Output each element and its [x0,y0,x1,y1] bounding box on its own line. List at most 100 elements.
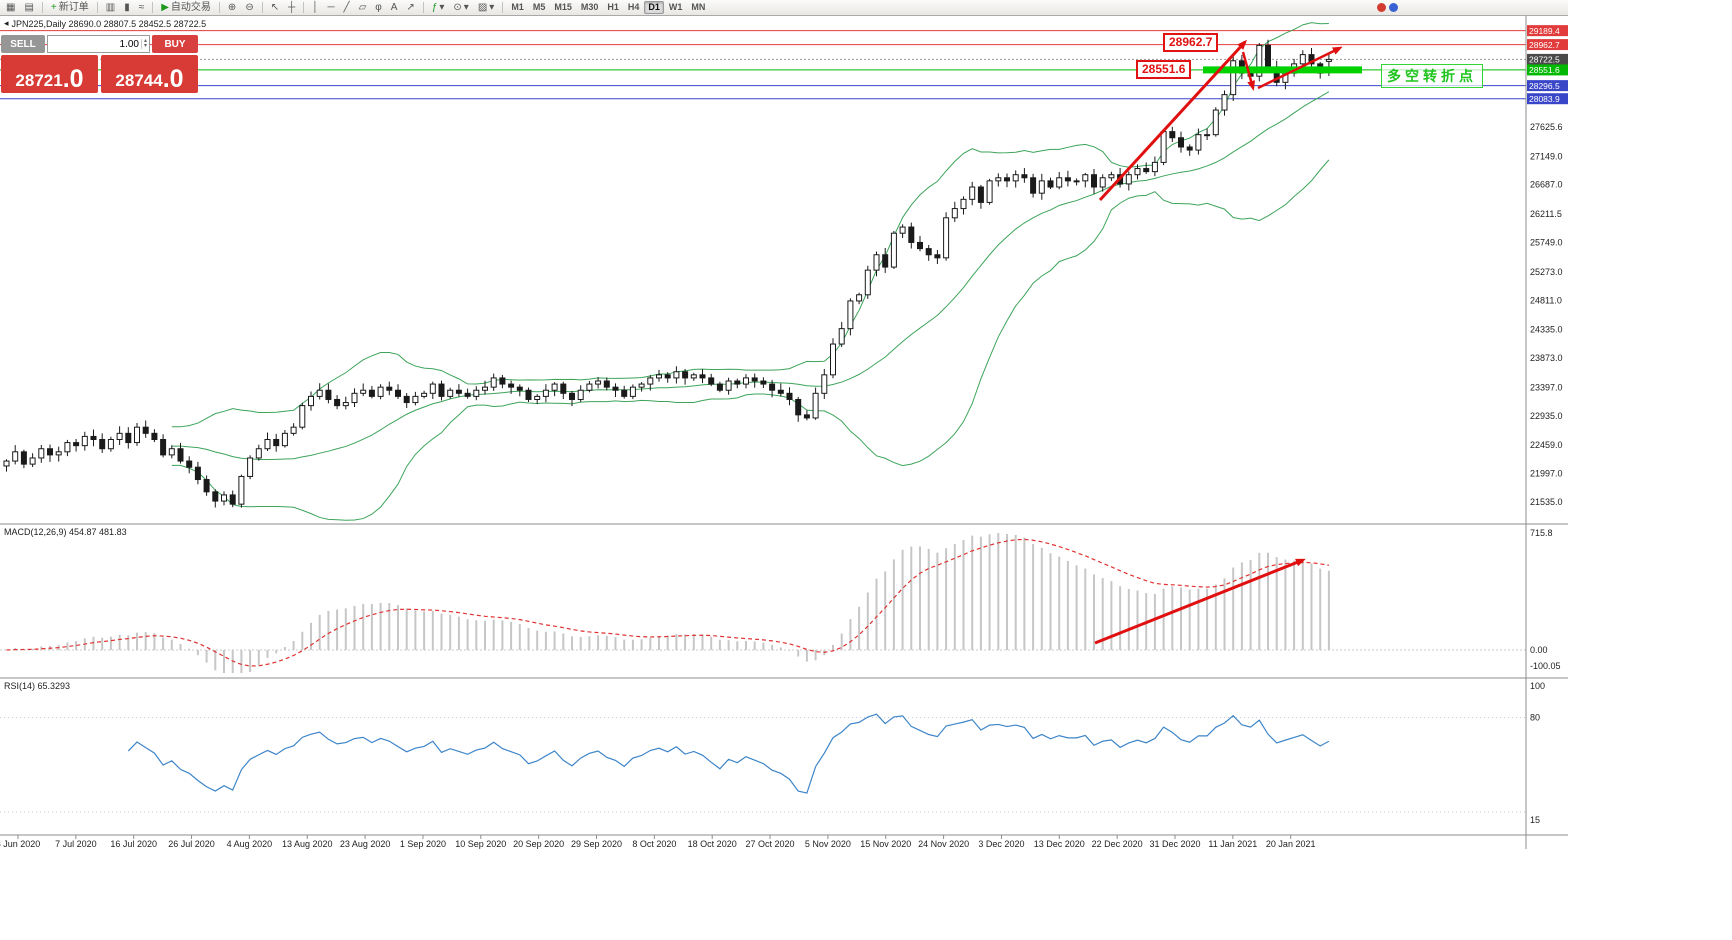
new-order-button[interactable]: + 新订单 [47,1,93,14]
svg-text:15 Nov 2020: 15 Nov 2020 [860,839,911,849]
volume-stepper[interactable]: ▴ ▾ [140,38,149,49]
timeframe-mn[interactable]: MN [687,1,709,14]
timeframe-h1[interactable]: H1 [603,1,623,14]
top-toolbar: ▦ ▤ + 新订单 ▥ ▮ ≈ ▶ 自动交易 ⊕ ⊖ ↖ ┼ │ ─ ╱ ▱ φ… [0,0,1568,16]
svg-text:22935.0: 22935.0 [1530,411,1563,421]
sell-button[interactable]: SELL [1,35,45,53]
periods-button[interactable]: ⊙ ▾ [449,1,472,14]
toolbar-separator [96,2,98,13]
svg-text:3 Dec 2020: 3 Dec 2020 [978,839,1024,849]
svg-text:31 Dec 2020: 31 Dec 2020 [1149,839,1200,849]
svg-text:1 Sep 2020: 1 Sep 2020 [400,839,446,849]
buy-price-button[interactable]: 28744 .0 [101,55,198,93]
fibonacci-button[interactable]: φ [371,1,385,14]
fibonacci-icon: φ [375,1,382,13]
bar-chart-button[interactable]: ▥ [102,1,119,14]
chart-window-button[interactable]: ▦ [2,1,19,14]
svg-text:22 Dec 2020: 22 Dec 2020 [1092,839,1143,849]
svg-text:23 Aug 2020: 23 Aug 2020 [340,839,391,849]
support-price-label[interactable]: 28551.6 [1136,60,1192,79]
svg-text:20 Jan 2021: 20 Jan 2021 [1266,839,1316,849]
crosshair-icon: ┼ [288,1,296,13]
svg-text:22459.0: 22459.0 [1530,440,1563,450]
trendline-button[interactable]: ╱ [340,1,354,14]
svg-text:4 Aug 2020: 4 Aug 2020 [227,839,273,849]
timeframe-h4[interactable]: H4 [624,1,644,14]
volume-input[interactable] [48,38,141,50]
templates-dropdown-icon: ▾ [489,1,495,13]
cursor-icon: ↖ [270,1,280,13]
channel-button[interactable]: ▱ [355,1,371,14]
templates-button[interactable]: ▨ ▾ [474,1,498,14]
bar-chart-icon: ▥ [105,1,116,13]
toolbar-separator [502,2,504,13]
crosshair-button[interactable]: ┼ [284,1,299,14]
autotrading-label: 自动交易 [170,1,211,13]
svg-text:28551.6: 28551.6 [1529,65,1560,75]
text-tool-button[interactable]: A [387,1,402,14]
volume-box: ▴ ▾ [47,35,150,53]
timeframe-m5[interactable]: M5 [529,1,550,14]
timeframe-m30[interactable]: M30 [577,1,603,14]
collapse-icon[interactable]: ◂ [4,18,9,28]
svg-text:13 Aug 2020: 13 Aug 2020 [282,839,333,849]
svg-text:28296.5: 28296.5 [1529,81,1560,91]
price-axis[interactable] [1526,16,1568,850]
cursor-button[interactable]: ↖ [267,1,283,14]
chart-window-icon: ▦ [6,1,16,13]
turning-point-note[interactable]: 多空转折点 [1381,64,1483,88]
svg-text:28962.7: 28962.7 [1529,40,1560,50]
indicators-button[interactable]: ƒ ▾ [428,1,449,14]
sell-price-button[interactable]: 28721 .0 [1,55,98,93]
periods-icon: ⊙ [453,1,462,13]
resistance-price-label[interactable]: 28962.7 [1163,33,1219,52]
buy-price-main: 28744 [115,71,163,90]
vertical-line-button[interactable]: │ [308,1,322,14]
rsi-indicator-label: RSI(14) 65.3293 [4,681,71,691]
svg-text:7 Jul 2020: 7 Jul 2020 [55,839,97,849]
timeframe-m15[interactable]: M15 [550,1,576,14]
volume-down-icon[interactable]: ▾ [143,43,147,49]
horizontal-line-button[interactable]: ─ [323,1,338,14]
svg-text:100: 100 [1530,681,1545,691]
svg-text:24 Nov 2020: 24 Nov 2020 [918,839,969,849]
volume-up-icon[interactable]: ▴ [143,38,147,44]
symbol-ohlc-text: JPN225,Daily 28690.0 28807.5 28452.5 287… [11,18,207,29]
autotrading-button[interactable]: ▶ 自动交易 [157,1,215,14]
profiles-button[interactable]: ▤ [20,1,37,14]
templates-icon: ▨ [477,1,488,13]
svg-text:23873.0: 23873.0 [1530,353,1563,363]
svg-text:23397.0: 23397.0 [1530,382,1563,392]
svg-text:24335.0: 24335.0 [1530,325,1563,335]
arrows-tool-button[interactable]: ↗ [402,1,418,14]
svg-text:21997.0: 21997.0 [1530,469,1563,479]
svg-text:27149.0: 27149.0 [1530,151,1563,161]
svg-text:15: 15 [1530,815,1540,825]
toolbar-separator [261,2,263,13]
timeframe-w1[interactable]: W1 [665,1,687,14]
zoom-in-button[interactable]: ⊕ [224,1,240,14]
buy-button[interactable]: BUY [152,35,198,53]
timeframe-m1[interactable]: M1 [507,1,528,14]
toolbar-separator [152,2,154,13]
one-click-trading-panel: SELL ▴ ▾ BUY 28721 .0 28744 .0 [1,35,198,93]
svg-text:29 Sep 2020: 29 Sep 2020 [571,839,622,849]
svg-text:24811.0: 24811.0 [1530,295,1562,305]
svg-text:28083.9: 28083.9 [1529,94,1560,104]
toolbar-separator [41,2,43,13]
svg-text:26211.5: 26211.5 [1530,209,1562,219]
new-order-plus-icon: + [50,1,57,13]
line-chart-icon: ≈ [138,1,145,13]
svg-text:27 Oct 2020: 27 Oct 2020 [746,839,795,849]
zoom-out-button[interactable]: ⊖ [241,1,257,14]
line-chart-button[interactable]: ≈ [135,1,149,14]
candlestick-chart-icon: ▮ [124,1,130,13]
time-axis[interactable] [0,836,1526,852]
toolbar-separator [422,2,424,13]
indicators-icon: ƒ [431,1,438,13]
candlestick-chart-button[interactable]: ▮ [120,1,134,14]
timeframe-d1[interactable]: D1 [644,1,664,14]
svg-text:28722.5: 28722.5 [1529,55,1560,65]
